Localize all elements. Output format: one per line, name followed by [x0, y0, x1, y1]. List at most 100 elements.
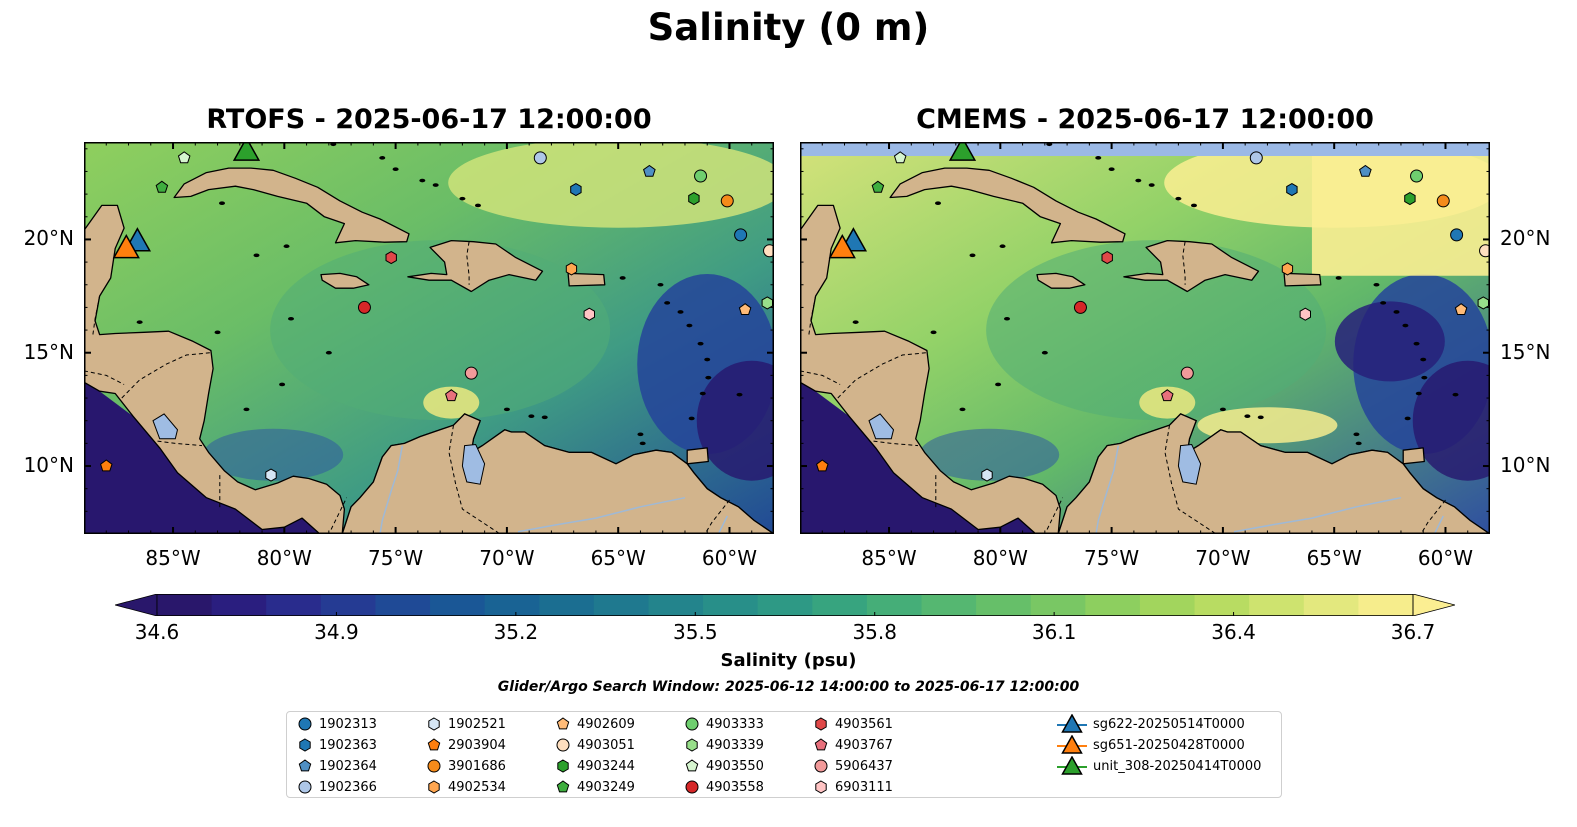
obs-marker-1902363: [1286, 183, 1298, 197]
legend-item: 4902609: [555, 714, 635, 734]
legend-symbol: [814, 759, 828, 773]
islet-14: [1373, 282, 1380, 287]
x-tick-label: 80°W: [972, 546, 1028, 570]
land-hispaniola: [1123, 239, 1260, 293]
colorbar-segment: [430, 594, 486, 616]
legend-symbol: [815, 780, 827, 794]
obs-marker-1902366: [1249, 151, 1263, 165]
obs-marker-3901686: [720, 194, 734, 208]
obs-marker-1902313: [1450, 228, 1464, 242]
legend-item: 6903111: [813, 777, 893, 797]
obs-marker-5906437: [1180, 366, 1194, 380]
legend-marker-hexagon: [686, 738, 698, 752]
country-border-6: [1164, 425, 1217, 534]
islet-17: [686, 323, 693, 328]
land-cuba: [889, 167, 1126, 244]
lake-nicaragua: [152, 413, 179, 440]
obs-marker-unit_308-20250414T0000: [948, 142, 977, 161]
legend-label: 1902364: [319, 758, 377, 774]
obs-marker-1902313: [734, 228, 748, 242]
colorbar-segment: [1303, 594, 1359, 616]
river-0: [379, 445, 404, 534]
legend-item: 4903561: [813, 714, 893, 734]
country-border-3: [157, 440, 203, 447]
obs-marker-4903244: [688, 192, 700, 206]
legend-label: 2903904: [448, 737, 506, 753]
islet-25: [1219, 407, 1226, 412]
legend-symbol: [298, 717, 312, 731]
legend-symbol: [298, 780, 312, 794]
rtofs-panel-title: RTOFS - 2025-06-17 12:00:00: [206, 104, 652, 135]
legend-marker-pentagon: [427, 738, 441, 751]
legend-item: sg622-20250514T0000: [1057, 714, 1245, 734]
islet-31: [288, 316, 294, 321]
legend-label: 1902366: [319, 779, 377, 795]
legend-marker-pentagon: [556, 717, 570, 730]
colorbar-segment: [648, 594, 704, 616]
observation-legend: 1902313 1902363 1902364 1902366 1902521 29039…: [286, 711, 1282, 798]
country-border-7: [704, 499, 730, 534]
y-tick-label: 20°N: [23, 226, 74, 251]
legend-symbol: [556, 780, 570, 793]
legend-triangle: [1061, 735, 1083, 754]
islet-21: [1415, 391, 1422, 396]
colorbar-segment: [484, 594, 540, 616]
legend-item: 1902364: [297, 756, 377, 776]
islet-34: [243, 407, 250, 412]
obs-marker-4903249: [871, 180, 885, 193]
x-tick-label: 70°W: [1195, 546, 1251, 570]
obs-marker-4903558: [357, 300, 371, 314]
obs-marker-4903561: [1101, 251, 1113, 265]
country-border-2: [121, 352, 211, 399]
x-tick-label: 80°W: [256, 546, 312, 570]
lake-maracaibo: [461, 443, 486, 485]
obs-marker-4903333: [1410, 169, 1424, 183]
legend-marker-hexagon: [557, 759, 569, 773]
colorbar-segment: [1358, 594, 1414, 616]
obs-marker-4903051: [763, 244, 774, 258]
legend-item: 1902363: [297, 735, 377, 755]
islet-30: [214, 330, 221, 335]
colorbar-segment: [866, 594, 923, 616]
legend-marker-circle: [814, 759, 828, 773]
islet-22: [736, 392, 743, 397]
islet-9: [474, 203, 481, 208]
country-border-8: [1182, 241, 1186, 285]
obs-marker-6903111: [1299, 307, 1311, 321]
obs-marker-sg651-20250428T0000: [112, 233, 140, 259]
islet-24: [528, 414, 535, 418]
y-tick-label: 20°N: [1500, 226, 1551, 251]
islet-21: [699, 391, 706, 396]
obs-marker-6903111: [583, 307, 595, 321]
legend-item: 4903244: [555, 756, 635, 776]
islet-11: [283, 244, 290, 249]
x-tick-label: 60°W: [701, 546, 758, 570]
obs-marker-4903550: [893, 151, 907, 164]
legend-label: 3901686: [448, 758, 506, 774]
legend-label: sg622-20250514T0000: [1093, 716, 1245, 732]
legend-item: sg651-20250428T0000: [1057, 735, 1245, 755]
obs-marker-1902521: [981, 468, 993, 482]
obs-marker-1902366: [533, 151, 547, 165]
colorbar-segment: [1139, 594, 1196, 616]
legend-triangle: [1061, 714, 1083, 733]
islet-25: [503, 407, 510, 412]
river-2: [717, 515, 728, 534]
legend-marker-hexagon: [815, 717, 827, 731]
obs-marker-4903767: [1161, 389, 1174, 402]
islet-33: [279, 382, 286, 387]
map-frame: [800, 142, 1490, 534]
legend-marker-triangle: [1057, 735, 1087, 754]
country-border-0: [808, 296, 817, 335]
obs-marker-1902363: [570, 183, 582, 197]
legend-item: 4903550: [684, 756, 764, 776]
legend-item: unit_308-20250414T0000: [1057, 756, 1261, 776]
legend-item: 4903339: [684, 735, 764, 755]
obs-marker-1902521: [265, 468, 277, 482]
islet-6: [419, 178, 426, 183]
land-trinidad: [1402, 447, 1425, 465]
obs-marker-unit_308-20250414T0000: [232, 142, 261, 161]
legend-label: 1902313: [319, 716, 377, 732]
obs-marker-4903767: [445, 389, 458, 402]
legend-symbol: [815, 717, 827, 731]
